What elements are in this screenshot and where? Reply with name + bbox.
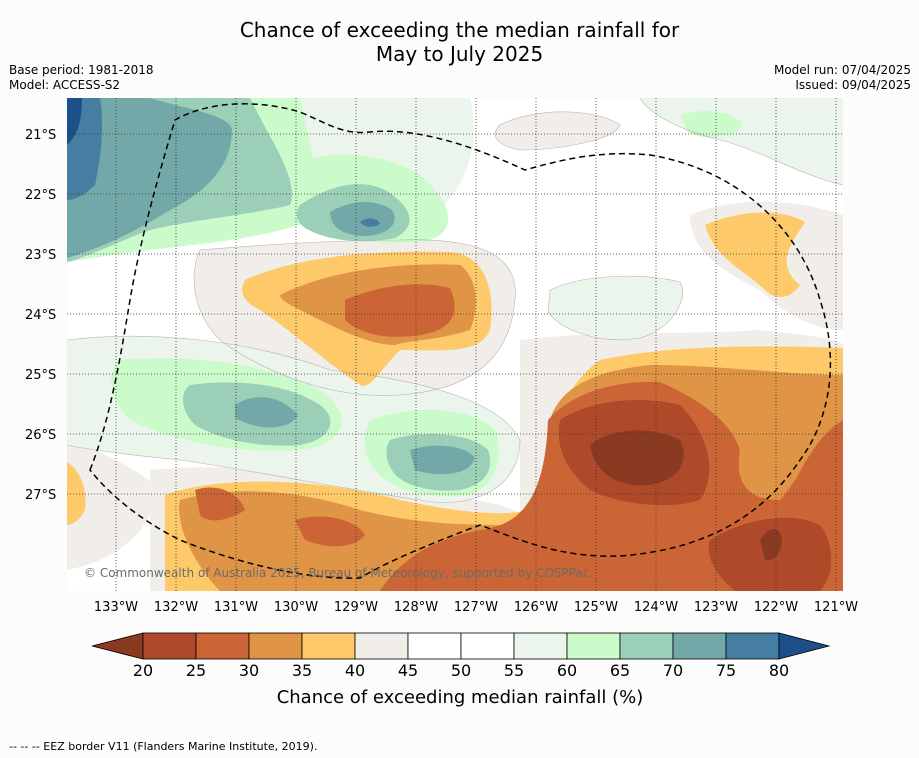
lon-label: 127°W	[454, 600, 498, 615]
base-period: Base period: 1981-2018	[9, 63, 154, 77]
region-75-blob	[360, 218, 380, 227]
model-name: Model: ACCESS-S2	[9, 78, 121, 92]
title-line-2: May to July 2025	[375, 42, 544, 66]
colorbar-tick: 60	[557, 661, 577, 680]
lat-label: 24°S	[25, 308, 56, 323]
region-35-east-patch	[745, 454, 800, 490]
lat-label: 27°S	[25, 488, 56, 503]
colorbar-tick: 50	[451, 661, 471, 680]
colorbar-tick-labels: 20 25 30 35 40 45 50 55 60 65 70 75 80	[133, 661, 789, 680]
eez-border	[89, 103, 832, 579]
metadata-left: Base period: 1981-2018 Model: ACCESS-S2	[9, 63, 154, 93]
lon-label: 121°W	[814, 600, 858, 615]
region-45-west	[67, 440, 160, 570]
title-line-1: Chance of exceeding the median rainfall …	[239, 18, 680, 42]
colorbar-tick: 40	[345, 661, 365, 680]
lon-label: 122°W	[754, 600, 798, 615]
colorbar-tick: 80	[769, 661, 789, 680]
colorbar	[91, 632, 831, 660]
lon-label: 126°W	[514, 600, 558, 615]
region-70-south	[410, 445, 475, 475]
colorbar-segment	[195, 632, 250, 660]
region-45-north	[495, 111, 620, 150]
model-run: Model run: 07/04/2025	[773, 63, 911, 77]
colorbar-segment	[354, 632, 409, 660]
colorbar-tick: 45	[398, 661, 418, 680]
lat-label: 25°S	[25, 368, 56, 383]
colorbar-tick: 55	[504, 661, 524, 680]
region-30-south	[295, 516, 365, 547]
region-40-east	[705, 212, 805, 297]
latitude-labels: 21°S 22°S 23°S 24°S 25°S 26°S 27°S	[25, 128, 56, 503]
colorbar-segment	[248, 632, 303, 660]
colorbar-tick: 20	[133, 661, 153, 680]
lon-label: 123°W	[694, 600, 738, 615]
colorbar-tick: 70	[663, 661, 683, 680]
colorbar-segment	[725, 632, 780, 660]
lat-label: 21°S	[25, 128, 56, 143]
lat-label: 23°S	[25, 248, 56, 263]
longitude-labels: 133°W 132°W 131°W 130°W 129°W 128°W 127°…	[94, 600, 858, 615]
colorbar-extend-high	[778, 632, 831, 660]
lon-label: 124°W	[634, 600, 678, 615]
lat-label: 26°S	[25, 428, 56, 443]
colorbar-segment	[566, 632, 621, 660]
lon-label: 132°W	[154, 600, 198, 615]
region-20-core	[590, 430, 684, 486]
metadata-right: Model run: 07/04/2025 Issued: 09/04/2025	[774, 63, 911, 93]
map-title: Chance of exceeding the median rainfall …	[0, 18, 919, 66]
region-55-middle	[548, 276, 683, 340]
colorbar-tick: 35	[292, 661, 312, 680]
colorbar-segment	[301, 632, 356, 660]
region-70-west	[235, 397, 298, 428]
region-60-northeast	[680, 111, 742, 138]
region-30-center	[345, 284, 455, 337]
lat-label: 22°S	[25, 188, 56, 203]
lon-label: 133°W	[94, 600, 138, 615]
colorbar-segment	[460, 632, 515, 660]
region-30-southwest	[195, 487, 245, 521]
colorbar-tick: 30	[239, 661, 259, 680]
colorbar-extend-low	[91, 632, 144, 660]
colorbar-tick: 25	[186, 661, 206, 680]
colorbar-tick: 65	[610, 661, 630, 680]
issued-date: Issued: 09/04/2025	[795, 78, 911, 92]
lon-label: 129°W	[334, 600, 378, 615]
lon-label: 125°W	[574, 600, 618, 615]
colorbar-tick: 75	[716, 661, 736, 680]
lon-label: 128°W	[394, 600, 438, 615]
colorbar-segment	[513, 632, 568, 660]
region-70-blob	[330, 201, 395, 236]
region-80-northwest	[67, 98, 82, 145]
lon-label: 130°W	[274, 600, 318, 615]
region-20-east	[760, 528, 782, 561]
contour-lines	[67, 98, 843, 503]
region-40-west	[67, 462, 86, 525]
colorbar-segment	[407, 632, 462, 660]
colorbar-title: Chance of exceeding median rainfall (%)	[277, 687, 644, 708]
map-field: © Commonwealth of Australia 2025, Bureau…	[67, 98, 843, 591]
lon-label: 131°W	[214, 600, 258, 615]
footer-legend: -- -- -- EEZ border V11 (Flanders Marine…	[9, 740, 318, 753]
copyright-credit: © Commonwealth of Australia 2025, Bureau…	[84, 566, 589, 580]
colorbar-segment	[142, 632, 197, 660]
region-70-northwest	[67, 98, 232, 258]
colorbar-segment	[619, 632, 674, 660]
graticule	[67, 98, 843, 591]
colorbar-segment	[672, 632, 727, 660]
